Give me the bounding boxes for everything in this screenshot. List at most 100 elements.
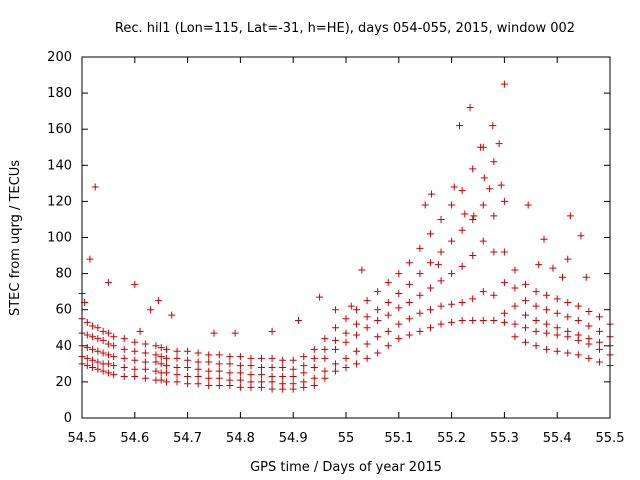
data-point — [110, 371, 118, 379]
data-point — [479, 317, 487, 325]
data-point — [173, 371, 181, 379]
data-point — [258, 363, 266, 371]
data-point — [331, 306, 339, 314]
data-point — [94, 365, 102, 373]
data-point — [89, 345, 97, 353]
data-point — [184, 372, 192, 380]
data-point — [469, 295, 477, 303]
data-point — [141, 365, 149, 373]
data-point — [131, 347, 139, 355]
data-point — [131, 356, 139, 364]
data-point — [289, 356, 297, 364]
data-point — [184, 356, 192, 364]
data-point — [104, 369, 112, 377]
data-point — [152, 358, 160, 366]
data-point — [131, 365, 139, 373]
data-point — [564, 327, 572, 335]
data-point — [120, 335, 128, 343]
data-point — [574, 302, 582, 310]
data-point — [310, 382, 318, 390]
data-point — [363, 340, 371, 348]
data-point — [363, 354, 371, 362]
data-point — [162, 369, 170, 377]
data-point — [136, 327, 144, 335]
data-point — [258, 378, 266, 386]
data-point — [522, 324, 530, 332]
data-point — [428, 190, 436, 198]
data-point — [363, 324, 371, 332]
x-tick-label: 54.9 — [279, 431, 308, 446]
y-tick-label: 80 — [55, 267, 72, 282]
data-point — [353, 347, 361, 355]
data-point — [456, 122, 464, 130]
data-point — [310, 374, 318, 382]
data-point — [353, 331, 361, 339]
data-point — [110, 342, 118, 350]
data-point — [553, 331, 561, 339]
data-point — [247, 354, 255, 362]
data-point — [157, 344, 165, 352]
data-point — [342, 354, 350, 362]
data-point — [86, 255, 94, 263]
data-point — [448, 270, 456, 278]
data-point — [490, 212, 498, 220]
data-point — [157, 353, 165, 361]
data-point — [522, 338, 530, 346]
data-point — [226, 369, 234, 377]
x-axis-ticks: 54.5 54.6 54.7 54.8 54.9 55 55.1 55.2 55.3 55.4 55… — [68, 57, 624, 446]
data-point — [558, 273, 566, 281]
data-point — [268, 327, 276, 335]
data-point — [522, 311, 530, 319]
data-point — [469, 165, 477, 173]
data-point — [215, 367, 223, 375]
data-point — [595, 358, 603, 366]
data-point — [157, 376, 165, 384]
data-point — [258, 354, 266, 362]
data-point — [226, 376, 234, 384]
y-tick-label: 180 — [47, 86, 72, 101]
data-point — [236, 383, 244, 391]
data-point — [152, 342, 160, 350]
data-point — [426, 230, 434, 238]
data-point — [564, 349, 572, 357]
data-point — [405, 315, 413, 323]
data-point — [522, 297, 530, 305]
data-point — [205, 374, 213, 382]
data-point — [585, 308, 593, 316]
data-point — [585, 335, 593, 343]
data-point — [437, 302, 445, 310]
data-point — [405, 280, 413, 288]
data-point — [353, 320, 361, 328]
data-point — [342, 315, 350, 323]
data-point — [120, 345, 128, 353]
data-point — [258, 371, 266, 379]
data-point — [215, 360, 223, 368]
data-point — [120, 354, 128, 362]
data-point — [384, 327, 392, 335]
data-point — [300, 353, 308, 361]
data-point — [83, 362, 91, 370]
x-tick-label: 54.6 — [120, 431, 149, 446]
data-point — [104, 340, 112, 348]
data-point — [331, 360, 339, 368]
data-point — [384, 279, 392, 287]
data-point — [358, 266, 366, 274]
data-point — [490, 158, 498, 166]
data-point — [152, 367, 160, 375]
data-point — [595, 338, 603, 346]
data-point — [395, 335, 403, 343]
data-point — [300, 378, 308, 386]
data-point — [470, 212, 478, 220]
data-point — [173, 378, 181, 386]
data-point — [321, 335, 329, 343]
data-point — [479, 201, 487, 209]
data-point — [486, 185, 494, 193]
data-point — [89, 363, 97, 371]
data-point — [226, 353, 234, 361]
data-point — [321, 354, 329, 362]
data-point — [461, 210, 469, 218]
y-axis-label: STEC from uqrg / TECUs — [8, 160, 23, 316]
y-tick-label: 40 — [55, 339, 72, 354]
data-point — [89, 356, 97, 364]
data-point — [141, 349, 149, 357]
